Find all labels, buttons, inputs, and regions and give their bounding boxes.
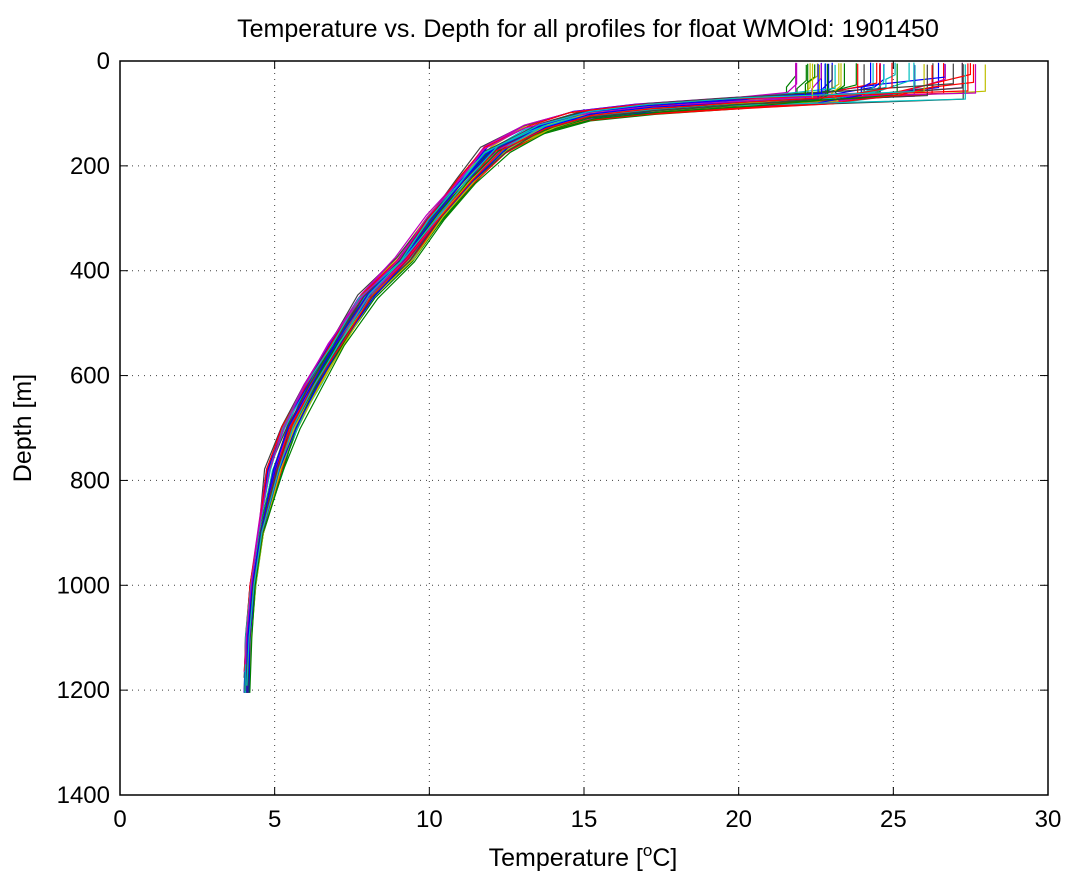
plot-area <box>243 62 986 693</box>
x-axis-label: Temperature [oC] <box>489 841 678 872</box>
x-tick-label: 5 <box>268 806 281 833</box>
y-tick-label: 800 <box>70 467 110 494</box>
x-axis-ticks: 0 5 10 15 20 25 30 <box>113 61 1061 833</box>
y-tick-label: 200 <box>70 153 110 180</box>
y-tick-label: 1400 <box>57 782 110 809</box>
profile-line <box>246 62 915 686</box>
profile-line <box>244 63 822 665</box>
chart-title: Temperature vs. Depth for all profiles f… <box>237 15 939 43</box>
x-tick-label: 15 <box>571 806 598 833</box>
x-tick-label: 25 <box>880 806 907 833</box>
y-tick-label: 0 <box>97 48 110 75</box>
y-tick-label: 1200 <box>57 677 110 704</box>
profile-line <box>249 64 829 693</box>
x-tick-label: 20 <box>725 806 752 833</box>
y-axis-label: Depth [m] <box>9 374 37 482</box>
x-tick-label: 30 <box>1035 806 1062 833</box>
x-tick-label: 10 <box>416 806 443 833</box>
x-tick-label: 0 <box>113 806 126 833</box>
y-axis-ticks: 0 200 400 600 800 1000 1200 1400 <box>57 48 1048 809</box>
y-tick-label: 400 <box>70 258 110 285</box>
x-axis-label-superscript: o <box>643 841 652 860</box>
y-tick-label: 1000 <box>57 572 110 599</box>
profile-lines <box>243 62 986 693</box>
y-tick-label: 600 <box>70 363 110 390</box>
grid-lines <box>120 61 1048 795</box>
